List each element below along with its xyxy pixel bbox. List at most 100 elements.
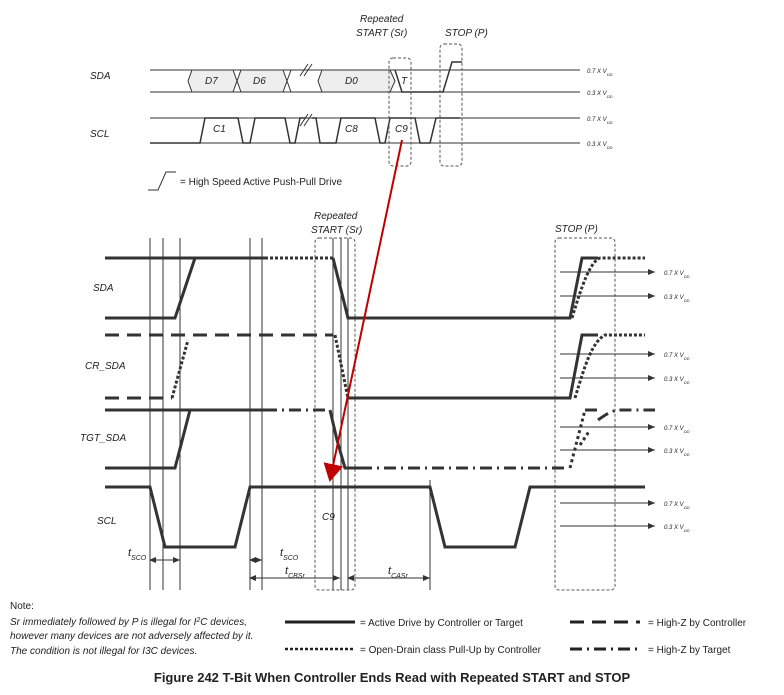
- threshold-label-main: 0.3 X V: [664, 449, 685, 455]
- data-bits: [187, 69, 288, 93]
- threshold-label-sub: DD: [684, 274, 690, 279]
- note-text: C devices,: [200, 617, 247, 628]
- threshold-label-main: 0.3 X V: [587, 91, 608, 97]
- cr-sda-pullup: [170, 333, 645, 399]
- threshold-label-main: 0.3 X V: [664, 295, 685, 301]
- threshold-label: 0.7 X VDD: [664, 271, 690, 279]
- timing-arrows: [149, 557, 430, 581]
- threshold-label-sub: DD: [607, 72, 613, 77]
- threshold-label-sub: DD: [684, 356, 690, 361]
- signal-name: SDA: [90, 71, 111, 82]
- scl-waveform: [150, 117, 460, 144]
- threshold-label-main: 0.3 X V: [664, 525, 685, 531]
- signal-name: TGT_SDA: [80, 433, 126, 444]
- bit-label: T: [401, 76, 408, 87]
- threshold-label: 0.3 X VDD: [587, 91, 613, 99]
- note-line: Sr immediately followed by P is illegal …: [10, 617, 247, 629]
- legend-text: = High-Z by Target: [648, 645, 731, 656]
- data-bits: [286, 69, 322, 93]
- sda-edge: [394, 61, 462, 93]
- scl-waveform: [105, 485, 645, 549]
- break-mark: [299, 63, 313, 127]
- threshold-label-sub: DD: [684, 298, 690, 303]
- threshold-label-sub: DD: [684, 528, 690, 533]
- timing-label-sub: SCO: [283, 555, 299, 562]
- threshold-label-main: 0.3 X V: [587, 142, 608, 148]
- timing-label-sub: CASr: [391, 573, 408, 580]
- tgt-sda-highz: [265, 408, 655, 470]
- timing-label-main: t: [388, 565, 392, 577]
- threshold-label-main: 0.7 X V: [587, 117, 608, 123]
- threshold-label-sub: DD: [684, 452, 690, 457]
- legend-text: = High Speed Active Push-Pull Drive: [180, 177, 342, 188]
- signal-name: SCL: [97, 516, 116, 527]
- link-arrow: [323, 139, 403, 482]
- timing-label-sub: CBSr: [288, 573, 305, 580]
- note-title: Note:: [10, 601, 34, 612]
- threshold-label-sub: DD: [607, 120, 613, 125]
- sda-waveform: [105, 256, 598, 320]
- top-diagram: Repeated START (Sr) STOP (P) SDA SCL C1 …: [90, 14, 580, 191]
- threshold-label-sub: DD: [684, 429, 690, 434]
- bottom-diagram: Repeated START (Sr) STOP (P) SDA CR_SDA …: [80, 211, 655, 591]
- legend-text: = High-Z by Controller: [648, 618, 747, 629]
- threshold-label: 0.7 X VDD: [587, 69, 613, 77]
- cr-sda-waveform: [348, 333, 598, 400]
- threshold-label: 0.3 X VDD: [664, 295, 690, 303]
- threshold-label: 0.3 X VDD: [664, 449, 690, 457]
- threshold-label-sub: DD: [684, 380, 690, 385]
- signal-name: CR_SDA: [85, 361, 126, 372]
- threshold-label: 0.3 X VDD: [587, 142, 613, 150]
- timing-label: tSCO: [280, 547, 299, 562]
- bit-label: D0: [345, 76, 358, 87]
- signal-name: SDA: [93, 283, 114, 294]
- threshold-label-main: 0.3 X V: [664, 377, 685, 383]
- timing-label-main: t: [280, 547, 284, 559]
- note-line: however many devices are not adversely a…: [10, 631, 253, 642]
- cr-sda-highz: [105, 333, 333, 400]
- stop-label: STOP (P): [445, 28, 488, 39]
- clock-label: C8: [345, 124, 358, 135]
- threshold-label-main: 0.7 X V: [664, 502, 685, 508]
- timing-label-sub: SCO: [131, 555, 147, 562]
- note-sup: 2: [195, 617, 200, 624]
- timing-label-main: t: [128, 547, 132, 559]
- sr-label: START (Sr): [356, 28, 407, 39]
- threshold-label-main: 0.7 X V: [587, 69, 608, 75]
- threshold-label: 0.7 X VDD: [664, 502, 690, 510]
- sr-label: Repeated: [360, 14, 404, 25]
- note-line: The condition is not illegal for I3C dev…: [10, 646, 197, 657]
- threshold-label-sub: DD: [607, 94, 613, 99]
- stop-box: [439, 43, 463, 167]
- legend-text: = Open-Drain class Pull-Up by Controller: [360, 645, 542, 656]
- legend-symbol: [148, 171, 176, 191]
- timing-label: tCBSr: [285, 565, 305, 580]
- sr-label: START (Sr): [311, 225, 362, 236]
- timing-label-main: t: [285, 565, 289, 577]
- timing-label: tSCO: [128, 547, 147, 562]
- legend-text: = Active Drive by Controller or Target: [360, 618, 523, 629]
- stop-box: [554, 237, 616, 591]
- timing-label: tCASr: [388, 565, 408, 580]
- sr-label: Repeated: [314, 211, 358, 222]
- clock-label: C9: [395, 124, 408, 135]
- clock-label: C9: [322, 512, 335, 523]
- threshold-label: 0.7 X VDD: [664, 353, 690, 361]
- caption: Figure 242 T-Bit When Controller Ends Re…: [154, 670, 631, 685]
- threshold-label: 0.7 X VDD: [587, 117, 613, 125]
- threshold-label: 0.3 X VDD: [664, 525, 690, 533]
- clock-label: C1: [213, 124, 226, 135]
- sr-box: [314, 237, 356, 591]
- threshold-label: 0.7 X VDD: [664, 426, 690, 434]
- sr-box: [388, 57, 412, 167]
- stop-label: STOP (P): [555, 224, 598, 235]
- note-text: Sr immediately followed by P is illegal …: [10, 617, 197, 628]
- threshold-label: 0.3 X VDD: [664, 377, 690, 385]
- threshold-label-main: 0.7 X V: [664, 426, 685, 432]
- threshold-label-main: 0.7 X V: [664, 353, 685, 359]
- bit-label: D6: [253, 76, 266, 87]
- tgt-sda-waveform: [105, 408, 360, 470]
- tgt-sda-pullup: [568, 409, 592, 469]
- threshold-label-sub: DD: [607, 145, 613, 150]
